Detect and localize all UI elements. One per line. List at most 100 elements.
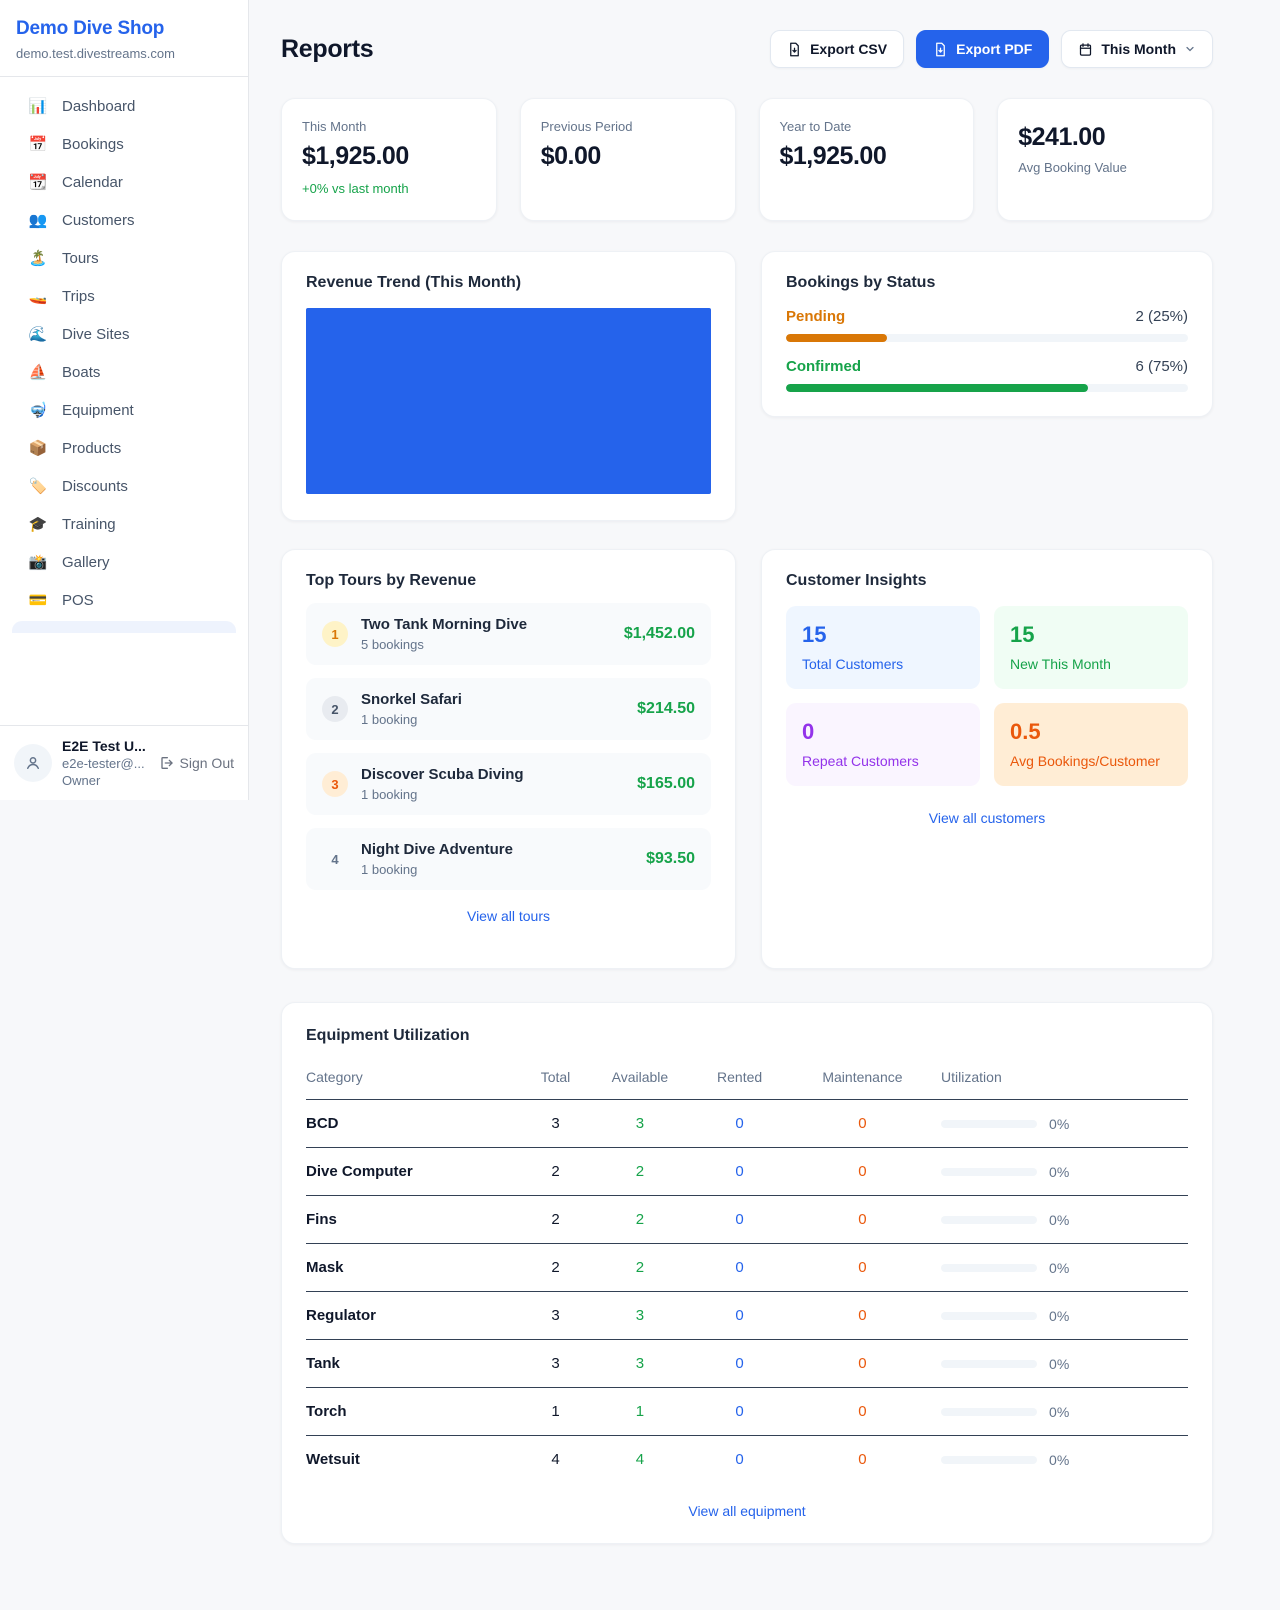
table-row: Fins 2 2 0 0 0%: [306, 1195, 1188, 1244]
table-row: Torch 1 1 0 0 0%: [306, 1387, 1188, 1436]
sidebar-item-label: Boats: [62, 363, 101, 381]
sidebar-item-training[interactable]: 🎓 Training: [12, 505, 236, 543]
equipment-available: 3: [584, 1291, 696, 1340]
bookings-by-status-title: Bookings by Status: [786, 274, 936, 291]
insight-tile-total-customers: 15 Total Customers: [786, 606, 980, 689]
equipment-category: Fins: [306, 1195, 527, 1244]
period-dropdown[interactable]: This Month: [1061, 30, 1213, 68]
view-all-customers-link[interactable]: View all customers: [928, 810, 1046, 826]
equipment-available: 3: [584, 1099, 696, 1148]
tour-bookings: 1 booking: [361, 712, 418, 727]
export-csv-button[interactable]: Export CSV: [770, 30, 905, 68]
equipment-rented: 0: [695, 1243, 784, 1292]
equipment-rented: 0: [695, 1291, 784, 1340]
sidebar: Demo Dive Shop demo.test.divestreams.com…: [0, 0, 249, 800]
column-header: Total: [526, 1057, 585, 1100]
bookings-by-status-card: Bookings by Status Pending 2 (25%) Confi…: [761, 251, 1213, 417]
sidebar-item-dive-sites[interactable]: 🌊 Dive Sites: [12, 315, 236, 353]
customer-insights-title: Customer Insights: [786, 572, 927, 589]
view-all-tours-link[interactable]: View all tours: [466, 908, 550, 924]
calendar-icon: [1080, 42, 1092, 56]
stat-value: $1,925.00: [302, 142, 409, 170]
equipment-maintenance: 0: [783, 1291, 942, 1340]
equipment-rented: 0: [695, 1195, 784, 1244]
equipment-rented: 0: [695, 1147, 784, 1196]
tour-bookings: 1 booking: [361, 862, 418, 877]
sidebar-item-partial[interactable]: [12, 621, 236, 633]
calendar-date-icon: 📅: [28, 136, 48, 153]
bar-chart-icon: 📊: [28, 98, 48, 115]
sidebar-item-boats[interactable]: ⛵ Boats: [12, 353, 236, 391]
package-icon: 📦: [28, 440, 48, 457]
sidebar-item-tours[interactable]: 🏝️ Tours: [12, 239, 236, 277]
sidebar-item-equipment[interactable]: 🤿 Equipment: [12, 391, 236, 429]
utilization-percent: 0%: [1049, 1403, 1070, 1420]
equipment-category: Dive Computer: [306, 1147, 527, 1196]
equipment-maintenance: 0: [783, 1387, 942, 1436]
sidebar-item-label: Calendar: [62, 173, 123, 191]
equipment-total: 4: [551, 1451, 560, 1468]
stat-card-previous-period: Previous Period $0.00: [519, 98, 736, 221]
people-icon: 👥: [28, 212, 48, 229]
sign-out-button[interactable]: Sign Out: [158, 755, 234, 771]
view-all-equipment-link[interactable]: View all equipment: [688, 1503, 806, 1519]
sidebar-item-customers[interactable]: 👥 Customers: [12, 201, 236, 239]
equipment-category: Wetsuit: [306, 1451, 360, 1468]
equipment-rented: 0: [735, 1451, 744, 1468]
tour-list-item: 2 Snorkel Safari 1 booking $214.50: [306, 678, 711, 740]
sidebar-item-products[interactable]: 📦 Products: [12, 429, 236, 467]
sidebar-item-discounts[interactable]: 🏷️ Discounts: [12, 467, 236, 505]
tour-name: Snorkel Safari: [361, 691, 462, 708]
customer-insights-card: Customer Insights 15 Total Customers 15 …: [761, 549, 1213, 969]
equipment-rented: 0: [695, 1339, 784, 1388]
sailboat-icon: ⛵: [28, 364, 48, 381]
sidebar-item-label: POS: [62, 591, 94, 609]
sidebar-item-dashboard[interactable]: 📊 Dashboard: [12, 87, 236, 125]
equipment-category: Regulator: [306, 1291, 527, 1340]
equipment-total: 1: [526, 1387, 585, 1436]
utilization-bar-track: [941, 1311, 1038, 1320]
sidebar-item-trips[interactable]: 🚤 Trips: [12, 277, 236, 315]
column-header: Rented: [695, 1057, 784, 1100]
tour-revenue: $214.50: [637, 700, 695, 717]
column-header: Category: [306, 1057, 527, 1100]
credit-card-icon: 💳: [28, 592, 48, 609]
equipment-category: Torch: [306, 1387, 527, 1436]
tear-off-calendar-icon: 📆: [28, 174, 48, 191]
sidebar-item-bookings[interactable]: 📅 Bookings: [12, 125, 236, 163]
sidebar-item-gallery[interactable]: 📸 Gallery: [12, 543, 236, 581]
stat-card-avg-booking-value: $241.00 Avg Booking Value: [997, 98, 1213, 221]
utilization-bar-track: [941, 1215, 1038, 1224]
status-count: 6 (75%): [1135, 358, 1188, 375]
sidebar-item-label: Tours: [62, 249, 99, 267]
sidebar-item-calendar[interactable]: 📆 Calendar: [12, 163, 236, 201]
table-row: Regulator 3 3 0 0 0%: [306, 1291, 1188, 1340]
equipment-available: 3: [584, 1339, 696, 1388]
equipment-maintenance: 0: [783, 1195, 942, 1244]
equipment-table: Category Total Available Rented Maintena…: [306, 1057, 1188, 1483]
utilization-bar-track: [941, 1359, 1038, 1368]
stat-value: $0.00: [540, 142, 602, 170]
sidebar-item-label: Training: [62, 515, 116, 533]
sidebar-item-label: Bookings: [62, 135, 124, 153]
utilization-percent: 0%: [1049, 1211, 1070, 1228]
tag-icon: 🏷️: [28, 478, 48, 495]
equipment-maintenance: 0: [783, 1147, 942, 1196]
equipment-category: BCD: [306, 1099, 527, 1148]
status-bar-track: [786, 384, 1188, 392]
equipment-available: 4: [635, 1451, 645, 1468]
insight-tile-repeat-customers: 0 Repeat Customers: [786, 703, 980, 786]
sidebar-item-label: Discounts: [62, 477, 128, 495]
utilization-bar-track: [941, 1263, 1038, 1272]
equipment-utilization-card: Equipment Utilization Category Total Ava…: [281, 1002, 1213, 1544]
equipment-total: 3: [526, 1291, 585, 1340]
utilization-percent: 0%: [1049, 1259, 1070, 1276]
revenue-trend-title: Revenue Trend (This Month): [306, 274, 522, 291]
export-pdf-button[interactable]: Export PDF: [916, 30, 1050, 68]
logout-icon: [160, 757, 173, 769]
equipment-total: 2: [526, 1243, 585, 1292]
utilization-bar-track: [941, 1119, 1038, 1128]
equipment-total: 2: [526, 1195, 585, 1244]
utilization-bar-track: [941, 1407, 1038, 1416]
sidebar-item-pos[interactable]: 💳 POS: [12, 581, 236, 619]
